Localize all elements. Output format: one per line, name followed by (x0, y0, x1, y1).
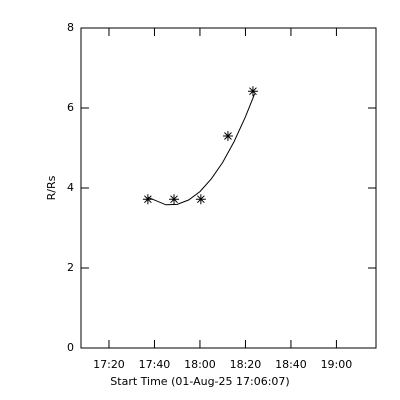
x-tick-label: 18:40 (275, 358, 307, 371)
x-tick-label: 18:00 (184, 358, 216, 371)
x-tick-label: 17:20 (93, 358, 125, 371)
x-axis-label: Start Time (01-Aug-25 17:06:07) (110, 375, 289, 388)
y-tick-label: 4 (67, 181, 74, 194)
x-tick-label: 18:20 (230, 358, 262, 371)
x-tick-label: 19:00 (321, 358, 353, 371)
y-tick-label: 8 (67, 21, 74, 34)
data-point (222, 131, 233, 141)
y-tick-label: 2 (67, 261, 74, 274)
data-point (142, 194, 153, 205)
data-point (247, 86, 258, 97)
data-point (169, 194, 180, 205)
fit-curve (147, 93, 256, 206)
y-tick-label: 0 (67, 341, 74, 354)
data-point (195, 194, 206, 205)
y-tick-label: 6 (67, 101, 74, 114)
y-axis-label: R/Rs (45, 175, 58, 200)
x-tick-label: 17:40 (139, 358, 171, 371)
